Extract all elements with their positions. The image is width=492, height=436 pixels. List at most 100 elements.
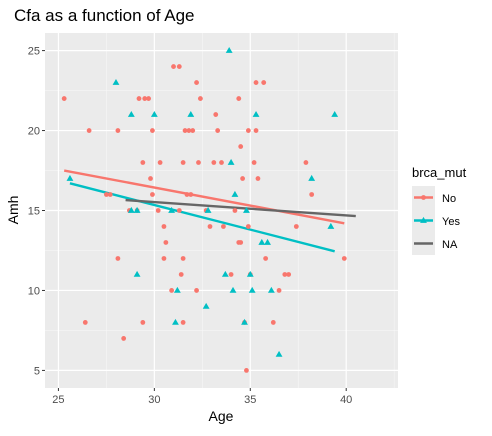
data-point-no — [146, 96, 151, 101]
data-point-no — [140, 320, 146, 325]
data-point-yes — [127, 110, 135, 117]
legend: brca_mut No Yes NA — [412, 165, 467, 255]
data-point-no — [176, 208, 182, 213]
data-point-yes — [204, 206, 212, 213]
x-tick-label: 40 — [340, 394, 352, 406]
data-point-no — [245, 128, 251, 133]
data-point-no — [184, 192, 190, 197]
data-point-yes — [173, 286, 181, 293]
data-point-no — [194, 288, 199, 293]
data-point-no — [276, 288, 282, 293]
data-point-no — [261, 80, 267, 85]
trend-layer — [63, 169, 356, 253]
data-point-yes — [267, 286, 275, 293]
x-tick-label: 25 — [52, 394, 64, 406]
data-point-no — [136, 96, 142, 101]
data-point-yes — [66, 174, 74, 181]
y-axis-title: Amh — [5, 196, 21, 225]
legend-title: brca_mut — [412, 165, 467, 180]
data-point-no — [197, 96, 203, 101]
data-point-yes — [221, 270, 229, 277]
data-point-yes — [127, 206, 135, 213]
points-layer — [61, 46, 347, 373]
data-point-no — [142, 96, 148, 101]
data-point-yes — [187, 110, 195, 117]
data-point-no — [240, 176, 246, 181]
data-point-yes — [133, 206, 141, 213]
data-point-no — [180, 256, 186, 261]
data-point-no — [182, 128, 188, 133]
data-point-no — [341, 256, 347, 261]
data-point-no — [253, 80, 259, 85]
data-point-no — [115, 128, 121, 133]
data-point-no — [161, 224, 167, 229]
data-point-no — [186, 128, 192, 133]
data-point-no — [263, 256, 269, 261]
data-point-no — [228, 272, 234, 277]
data-point-yes — [225, 46, 233, 53]
data-point-no — [309, 192, 315, 197]
data-point-no — [178, 272, 184, 277]
data-point-no — [270, 320, 276, 325]
legend-label-na: NA — [442, 239, 458, 251]
data-point-no — [219, 160, 224, 165]
data-point-no — [188, 192, 194, 197]
axes-layer: 25 30 35 40 5 10 15 20 25 — [28, 46, 353, 406]
data-point-no — [207, 224, 213, 229]
data-point-no — [161, 256, 167, 261]
data-point-yes — [231, 190, 239, 197]
data-point-yes — [246, 270, 254, 277]
chart-title: Cfa as a function of Age — [14, 6, 195, 25]
data-point-no — [253, 128, 259, 133]
data-point-no — [190, 128, 196, 133]
data-point-no — [155, 208, 161, 213]
data-point-no — [232, 208, 238, 213]
data-point-yes — [264, 238, 271, 245]
y-tick-label: 15 — [28, 206, 40, 218]
legend-key-marker — [420, 216, 427, 223]
data-point-no — [238, 144, 244, 149]
data-point-yes — [327, 222, 335, 229]
data-point-no — [82, 320, 88, 325]
data-point-yes — [241, 318, 248, 325]
data-point-no — [180, 320, 186, 325]
data-point-no — [176, 64, 182, 69]
data-point-yes — [243, 206, 250, 213]
data-point-no — [211, 160, 217, 165]
data-point-yes — [258, 238, 266, 245]
data-point-yes — [202, 302, 210, 309]
data-point-no — [86, 128, 92, 133]
data-point-no — [282, 272, 288, 277]
data-point-yes — [133, 270, 141, 277]
data-point-no — [236, 96, 242, 101]
data-point-no — [251, 160, 257, 165]
data-point-no — [140, 160, 146, 165]
grid-layer — [45, 33, 398, 388]
data-point-no — [293, 224, 299, 229]
data-point-no — [286, 272, 292, 277]
data-point-yes — [229, 286, 237, 293]
x-tick-label: 35 — [244, 394, 256, 406]
trend-line-no — [63, 169, 345, 225]
data-point-no — [169, 288, 175, 293]
data-point-no — [213, 112, 219, 117]
data-point-no — [221, 224, 226, 229]
data-point-yes — [248, 286, 256, 293]
data-point-yes — [112, 78, 120, 85]
data-point-no — [103, 192, 109, 197]
data-point-yes — [172, 318, 179, 325]
trend-line-na — [125, 198, 356, 218]
data-point-yes — [150, 110, 158, 117]
y-tick-label: 5 — [34, 365, 40, 377]
data-point-no — [121, 336, 127, 341]
data-point-no — [245, 224, 251, 229]
data-point-no — [171, 64, 176, 69]
data-point-yes — [227, 158, 235, 165]
data-point-no — [150, 128, 155, 133]
legend-label-yes: Yes — [442, 216, 460, 228]
data-point-no — [107, 192, 113, 197]
data-point-no — [157, 160, 163, 165]
legend-keys: No Yes NA — [412, 186, 460, 255]
